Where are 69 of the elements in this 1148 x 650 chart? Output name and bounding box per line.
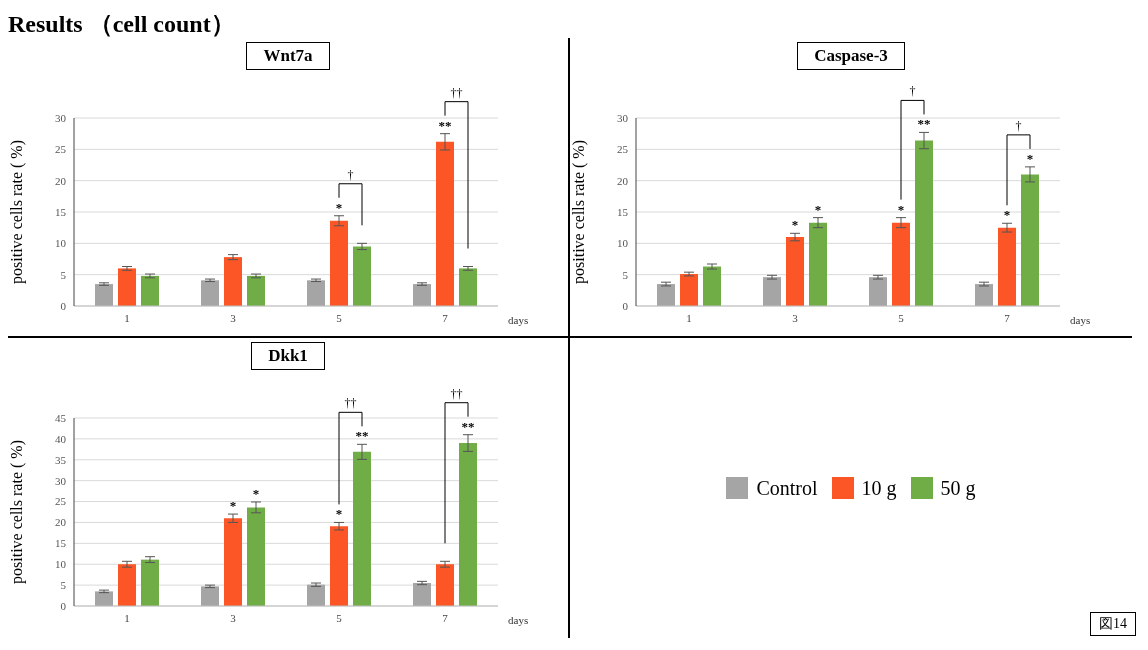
x-tick-label: 5 — [336, 311, 343, 324]
y-tick-label: 15 — [55, 205, 67, 218]
y-tick-label: 30 — [55, 474, 67, 487]
x-tick-label: 5 — [898, 311, 905, 324]
data-label: * — [335, 506, 343, 522]
y-tick-label: 0 — [622, 299, 629, 312]
y-axis-title: positive cells rate ( %) — [7, 140, 26, 284]
y-tick-label: 20 — [55, 174, 67, 187]
data-label: ** — [438, 117, 452, 133]
data-label: * — [791, 217, 799, 233]
y-tick-label: 5 — [60, 268, 67, 281]
y-tick-label: 45 — [55, 411, 67, 424]
x-tick-label: 3 — [792, 311, 799, 324]
data-label: * — [335, 199, 343, 215]
y-tick-label: 0 — [60, 299, 67, 312]
x-tick-label: 3 — [230, 611, 237, 624]
y-tick-label: 20 — [55, 516, 67, 529]
x-axis-title: days — [508, 314, 529, 326]
y-tick-label: 10 — [55, 237, 67, 250]
chart-title: Dkk1 — [251, 342, 325, 370]
data-label: * — [1003, 207, 1011, 223]
x-tick-label: 3 — [230, 311, 237, 324]
annotation: † — [1015, 118, 1022, 133]
y-axis-title: positive cells rate ( %) — [569, 140, 588, 284]
data-label: * — [814, 201, 822, 217]
y-tick-label: 40 — [55, 432, 67, 445]
legend-label: Control — [756, 476, 818, 500]
y-tick-label: 0 — [60, 599, 67, 612]
y-tick-label: 10 — [617, 237, 629, 250]
text: Results （cell count） — [8, 11, 235, 37]
text: † — [909, 84, 916, 99]
y-tick-label: 15 — [617, 205, 629, 218]
legend-label: 10 g — [861, 476, 897, 500]
chart-title: Caspase-3 — [797, 42, 905, 70]
data-label: * — [1026, 150, 1034, 166]
x-tick-label: 1 — [124, 311, 130, 324]
y-tick-label: 25 — [55, 495, 67, 508]
y-tick-label: 5 — [60, 579, 67, 592]
x-axis-title: days — [508, 614, 529, 626]
y-tick-label: 10 — [55, 558, 67, 571]
y-tick-label: 25 — [617, 143, 629, 156]
data-label: ** — [917, 116, 931, 132]
data-label: * — [229, 498, 237, 514]
y-tick-label: 35 — [55, 453, 67, 466]
y-tick-label: 30 — [617, 111, 629, 124]
y-tick-label: 30 — [55, 111, 67, 124]
x-axis-title: days — [1070, 314, 1091, 326]
chart-title: Wnt7a — [246, 42, 330, 70]
x-tick-label: 7 — [442, 311, 449, 324]
y-tick-label: 25 — [55, 143, 67, 156]
text: †† — [344, 396, 357, 411]
y-axis-title: positive cells rate ( %) — [7, 440, 26, 584]
data-label: ** — [461, 418, 475, 434]
y-tick-label: 5 — [622, 268, 629, 281]
y-tick-label: 15 — [55, 537, 67, 550]
x-tick-label: 7 — [442, 611, 449, 624]
legend-label: 50 g — [940, 476, 976, 500]
annotation: † — [347, 167, 354, 182]
x-tick-label: 1 — [686, 311, 692, 324]
text: †† — [450, 85, 463, 100]
caption: 図14 — [1090, 612, 1136, 636]
x-tick-label: 1 — [124, 611, 130, 624]
y-tick-label: 20 — [617, 174, 629, 187]
x-tick-label: 5 — [336, 611, 343, 624]
data-label: ** — [355, 428, 369, 444]
x-tick-label: 7 — [1004, 311, 1011, 324]
data-label: * — [252, 485, 260, 501]
data-label: * — [897, 201, 905, 217]
text: †† — [450, 386, 463, 401]
